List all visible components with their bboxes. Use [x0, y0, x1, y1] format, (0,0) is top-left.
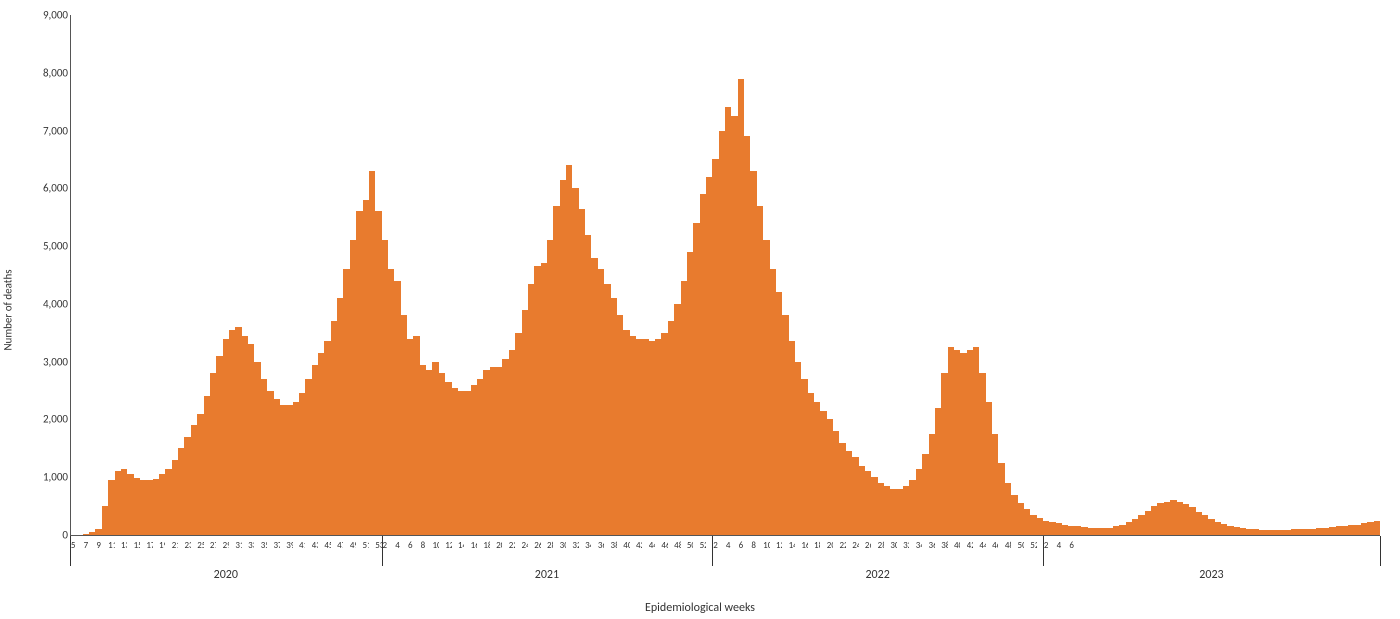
y-tick-label: 0 — [30, 529, 68, 542]
y-tick-label: 7,000 — [30, 124, 68, 137]
year-label: 2022 — [712, 568, 1043, 582]
year-divider — [712, 536, 713, 566]
year-label: 2020 — [70, 568, 382, 582]
deaths-epiweek-chart: Number of deaths Epidemiological weeks 0… — [0, 0, 1400, 619]
x-axis-line — [70, 535, 1380, 536]
year-divider — [1043, 536, 1044, 566]
y-axis-label: Number of deaths — [2, 269, 15, 350]
year-divider — [1380, 536, 1381, 566]
plot-area — [70, 15, 1380, 535]
y-tick-label: 1,000 — [30, 471, 68, 484]
y-tick-label: 9,000 — [30, 9, 68, 22]
y-tick-label: 8,000 — [30, 66, 68, 79]
y-tick-label: 5,000 — [30, 240, 68, 253]
x-ticks-row: 5791113151719212325272931333537394143454… — [70, 540, 1380, 556]
y-tick-label: 2,000 — [30, 413, 68, 426]
year-labels-row: 2020202120222023 — [70, 560, 1380, 590]
year-divider — [382, 536, 383, 566]
y-tick-label: 4,000 — [30, 297, 68, 310]
year-label: 2021 — [382, 568, 713, 582]
bars-container — [70, 15, 1380, 535]
year-divider — [70, 536, 71, 566]
year-label: 2023 — [1043, 568, 1380, 582]
x-axis-label: Epidemiological weeks — [645, 601, 755, 615]
y-tick-label: 3,000 — [30, 355, 68, 368]
bar — [1374, 521, 1380, 535]
y-tick-label: 6,000 — [30, 182, 68, 195]
